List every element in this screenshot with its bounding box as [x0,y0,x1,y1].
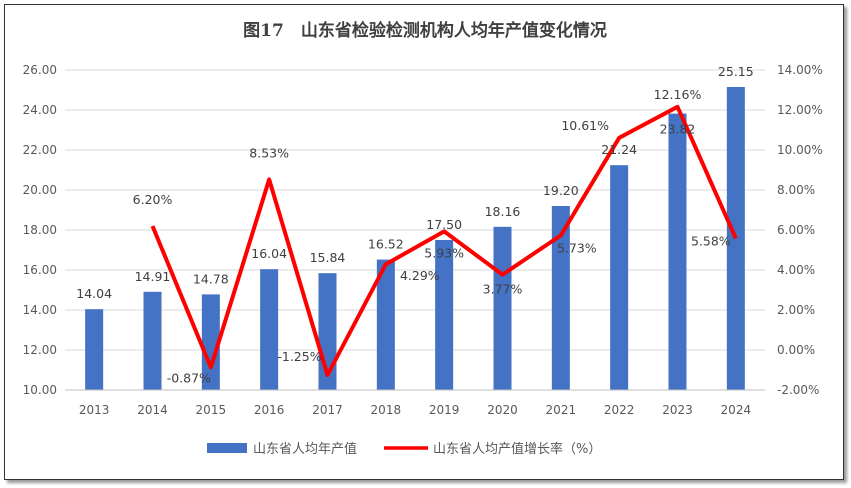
line-label: 4.29% [400,268,440,283]
x-tick: 2018 [371,403,402,417]
y-left-tick: 24.00 [23,103,57,117]
bar [85,309,104,390]
y-left-tick: 20.00 [23,183,57,197]
y-right-tick: 8.00% [777,183,815,197]
bar-label: 14.78 [193,271,229,286]
bar [551,206,570,390]
bar-label: 14.04 [76,286,112,301]
x-tick: 2019 [429,403,460,417]
line-label: 5.58% [691,233,731,248]
bar-label: 16.04 [251,246,287,261]
y-right-tick: 10.00% [777,143,823,157]
bar [260,269,279,390]
line-label: -0.87% [167,370,211,385]
y-left-tick: 26.00 [23,63,57,77]
y-left-tick: 10.00 [23,383,57,397]
y-right-tick: 14.00% [777,63,823,77]
line-label: 5.93% [424,245,464,260]
bar-label: 19.20 [543,183,579,198]
line-label: 5.73% [557,240,597,255]
line-label: 8.53% [249,145,289,160]
x-tick: 2015 [196,403,227,417]
bar [143,291,162,390]
bar-label: 17.50 [426,217,462,232]
legend: 山东省人均年产值 山东省人均产值增长率（%） [207,441,601,457]
bar-label: 15.84 [310,250,346,265]
y-right-tick: -2.00% [777,383,819,397]
x-tick: 2021 [546,403,577,417]
y-left-tick: 16.00 [23,263,57,277]
growth-line [150,104,738,377]
x-tick: 2023 [662,403,693,417]
x-tick: 2014 [137,403,168,417]
line-label: 6.20% [133,192,173,207]
y-right-tick: 6.00% [777,223,815,237]
bar-label: 25.15 [718,64,754,79]
x-tick: 2013 [79,403,110,417]
y-left-tick: 18.00 [23,223,57,237]
y-right-tick: 12.00% [777,103,823,117]
bar-label: 14.91 [135,269,171,284]
y-left-tick: 22.00 [23,143,57,157]
bar-label: 21.24 [601,142,637,157]
x-tick: 2024 [721,403,752,417]
bar [493,226,512,390]
legend-bar-label: 山东省人均年产值 [253,441,357,457]
y-right-tick: 4.00% [777,263,815,277]
bar-label: 18.16 [485,204,521,219]
bar-label: 23.82 [660,122,696,137]
y-right-tick: 2.00% [777,303,815,317]
bar-label: 16.52 [368,237,404,252]
x-tick: 2020 [487,403,518,417]
bar [376,259,395,390]
bar [726,87,745,390]
legend-bar-swatch [207,443,247,453]
bar [435,240,454,390]
line-label: 3.77% [483,282,523,297]
x-tick: 2022 [604,403,635,417]
chart-title: 图17 山东省检验检测机构人均年产值变化情况 [243,20,607,41]
y-left-tick: 12.00 [23,343,57,357]
legend-line-label: 山东省人均产值增长率（%） [433,441,601,457]
y-right-tick: 0.00% [777,343,815,357]
line-label: 10.61% [561,118,609,133]
y-left-tick: 14.00 [23,303,57,317]
x-tick: 2016 [254,403,285,417]
line-label: -1.25% [277,349,321,364]
x-tick: 2017 [312,403,343,417]
bar [610,165,629,390]
bar [668,113,687,390]
bar [201,294,220,390]
line-label: 12.16% [654,87,702,102]
